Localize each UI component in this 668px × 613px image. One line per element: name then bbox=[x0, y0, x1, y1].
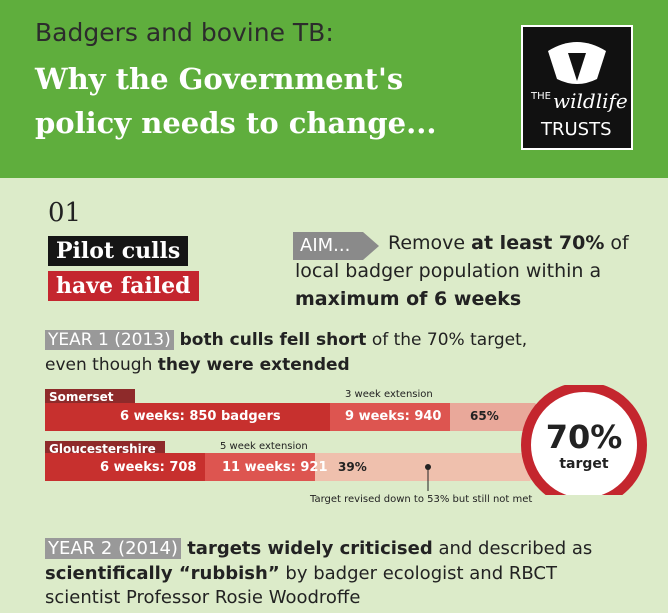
row-name: Gloucestershire bbox=[49, 442, 156, 456]
target-value: 70% bbox=[545, 418, 623, 456]
year2-text: scientifically “rubbish” by badger ecolo… bbox=[45, 563, 557, 584]
logo-name: wildlife bbox=[553, 89, 628, 113]
extended: 9 weeks: 940 bbox=[345, 409, 442, 424]
text: they were extended bbox=[157, 355, 350, 375]
result: 39% bbox=[338, 460, 367, 474]
text: even though bbox=[45, 355, 158, 375]
row-name: Somerset bbox=[49, 390, 114, 404]
aim-text: maximum of 6 weeks bbox=[295, 288, 522, 310]
note: Target revised down to 53% but still not… bbox=[310, 494, 533, 505]
subtitle: Badgers and bovine TB: bbox=[35, 18, 334, 47]
target-label: target bbox=[559, 456, 609, 472]
year2-text: scientist Professor Rosie Woodroffe bbox=[45, 587, 361, 608]
heading: Pilot culls bbox=[48, 236, 189, 266]
logo: THE wildlife TRUSTS bbox=[521, 25, 633, 150]
title: policy needs to change... bbox=[35, 106, 437, 140]
extension-note: 3 week extension bbox=[345, 389, 433, 400]
aim-text: local badger population within a bbox=[295, 260, 602, 282]
extended: 11 weeks: 921 bbox=[222, 460, 328, 475]
text: at least 70% bbox=[471, 232, 605, 254]
initial: 6 weeks: 708 bbox=[100, 460, 197, 475]
text: of bbox=[604, 232, 629, 254]
year-label: YEAR 1 (2013) bbox=[45, 330, 174, 350]
year-label: YEAR 2 (2014) bbox=[45, 538, 181, 559]
text: both culls fell short bbox=[173, 330, 367, 350]
badger-icon bbox=[548, 42, 606, 84]
text: and described as bbox=[432, 538, 593, 559]
title: Why the Government's bbox=[35, 62, 404, 96]
year2-text: YEAR 2 (2014) targets widely criticised … bbox=[45, 538, 592, 559]
heading: have failed bbox=[48, 271, 199, 301]
text: targets widely criticised bbox=[180, 538, 433, 559]
extension-note: 5 week extension bbox=[220, 441, 308, 452]
cull-bars bbox=[45, 385, 647, 495]
text: by badger ecologist and RBCT bbox=[279, 563, 557, 584]
text: scientifically “rubbish” bbox=[45, 563, 280, 584]
logo-trusts: TRUSTS bbox=[541, 119, 612, 140]
section-number: 01 bbox=[48, 198, 82, 228]
text: Remove bbox=[388, 232, 472, 254]
year1-text: even though they were extended bbox=[45, 355, 350, 375]
aim-arrow bbox=[293, 232, 379, 260]
result: 65% bbox=[470, 409, 499, 423]
year1-text: YEAR 1 (2013) both culls fell short of t… bbox=[45, 330, 527, 350]
logo-the: THE bbox=[531, 91, 551, 102]
aim-text: Remove at least 70% of bbox=[388, 232, 629, 254]
initial: 6 weeks: 850 badgers bbox=[120, 409, 281, 424]
text: of the 70% target, bbox=[366, 330, 528, 350]
aim-label: AIM... bbox=[300, 235, 351, 256]
